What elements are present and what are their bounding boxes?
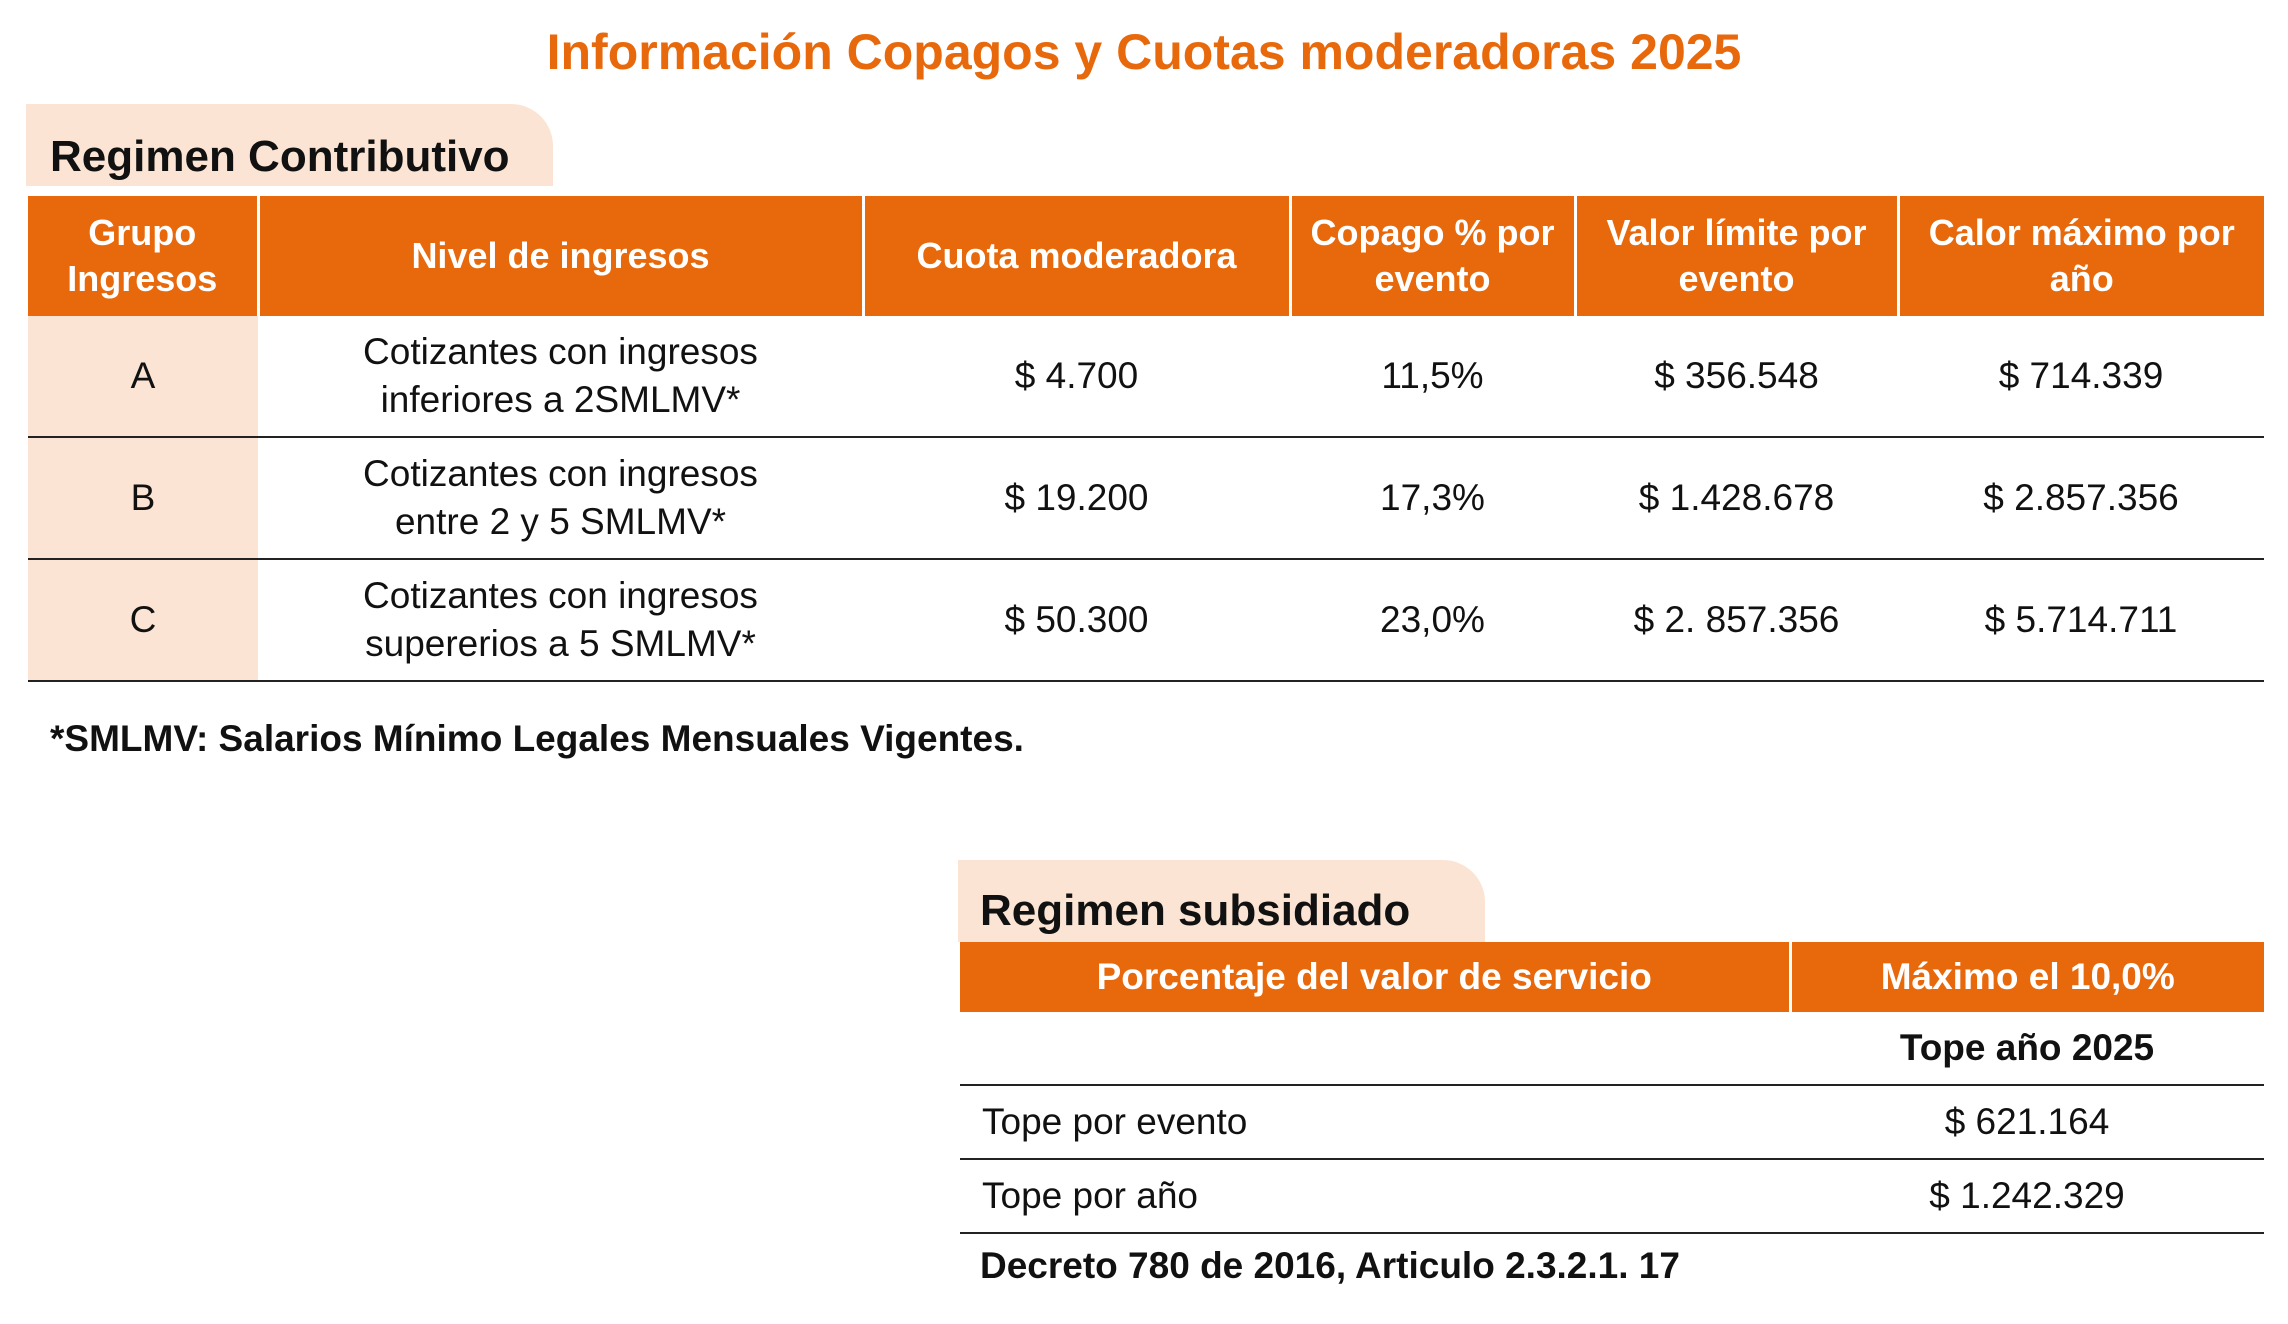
cell-cuota: $ 4.700 (863, 316, 1290, 438)
section-tab-contributivo: Regimen Contributivo (26, 104, 553, 186)
table-row: B Cotizantes con ingresos entre 2 y 5 SM… (28, 437, 2264, 560)
cell-cuota: $ 19.200 (863, 437, 1290, 560)
cell-nivel-line-2: entre 2 y 5 SMLMV* (394, 501, 727, 542)
cell-copago: 17,3% (1290, 437, 1575, 560)
table-row: A Cotizantes con ingresos inferiores a 2… (28, 316, 2264, 438)
cell-label: Tope por evento (960, 1085, 1790, 1160)
cell-grupo: B (28, 437, 258, 560)
col-header-maximo: Máximo el 10,0% (1788, 942, 2264, 1012)
source-note: Decreto 780 de 2016, Articulo 2.3.2.1. 1… (980, 1245, 1680, 1286)
cell-maximo: $ 2.857.356 (1898, 437, 2264, 560)
cell-nivel-line-2: supererios a 5 SMLMV* (365, 623, 756, 664)
cell-cuota: $ 50.300 (863, 559, 1290, 682)
subheader-tope: Tope año 2025 (1790, 1012, 2264, 1086)
col-header-grupo: Grupo Ingresos (28, 196, 258, 316)
col-header-limite: Valor límite por evento (1573, 196, 1898, 316)
cell-nivel-line-2: inferiores a 2SMLMV* (380, 379, 741, 420)
table-header-row: Grupo Ingresos Nivel de ingresos Cuota m… (28, 196, 2264, 316)
cell-grupo: C (28, 559, 258, 682)
cell-maximo: $ 714.339 (1898, 316, 2264, 438)
cell-limite: $ 1.428.678 (1575, 437, 1898, 560)
cell-maximo: $ 5.714.711 (1898, 559, 2264, 682)
cell-nivel-line-1: Cotizantes con ingresos (363, 331, 758, 372)
cell-value: $ 621.164 (1790, 1085, 2264, 1160)
subheader-row: Tope año 2025 (960, 1012, 2264, 1086)
table-row: C Cotizantes con ingresos supererios a 5… (28, 559, 2264, 682)
col-header-maximo: Calor máximo por año (1896, 196, 2264, 316)
cell-limite: $ 2. 857.356 (1575, 559, 1898, 682)
subheader-empty-cell (960, 1012, 1790, 1086)
table-row: Tope por evento $ 621.164 (960, 1085, 2264, 1160)
cell-copago: 23,0% (1290, 559, 1575, 682)
cell-copago: 11,5% (1290, 316, 1575, 438)
contributivo-table: Grupo Ingresos Nivel de ingresos Cuota m… (28, 196, 2264, 682)
col-header-copago: Copago % por evento (1288, 196, 1575, 316)
cell-nivel: Cotizantes con ingresos inferiores a 2SM… (258, 316, 863, 438)
cell-nivel-line-1: Cotizantes con ingresos (363, 575, 758, 616)
cell-nivel: Cotizantes con ingresos supererios a 5 S… (258, 559, 863, 682)
cell-nivel-line-1: Cotizantes con ingresos (363, 453, 758, 494)
table-row: Tope por año $ 1.242.329 (960, 1159, 2264, 1234)
page-title: Información Copagos y Cuotas moderadoras… (546, 24, 1742, 80)
col-header-cuota: Cuota moderadora (861, 196, 1290, 316)
cell-value: $ 1.242.329 (1790, 1159, 2264, 1234)
table-header-row: Porcentaje del valor de servicio Máximo … (960, 942, 2264, 1012)
cell-nivel: Cotizantes con ingresos entre 2 y 5 SMLM… (258, 437, 863, 560)
section-tab-subsidiado: Regimen subsidiado (958, 860, 1485, 942)
cell-grupo: A (28, 316, 258, 438)
cell-limite: $ 356.548 (1575, 316, 1898, 438)
footnote: *SMLMV: Salarios Mínimo Legales Mensuale… (50, 718, 1024, 759)
subsidiado-table: Porcentaje del valor de servicio Máximo … (960, 942, 2264, 1234)
col-header-porcentaje: Porcentaje del valor de servicio (960, 942, 1790, 1012)
cell-label: Tope por año (960, 1159, 1790, 1234)
col-header-nivel: Nivel de ingresos (256, 196, 863, 316)
